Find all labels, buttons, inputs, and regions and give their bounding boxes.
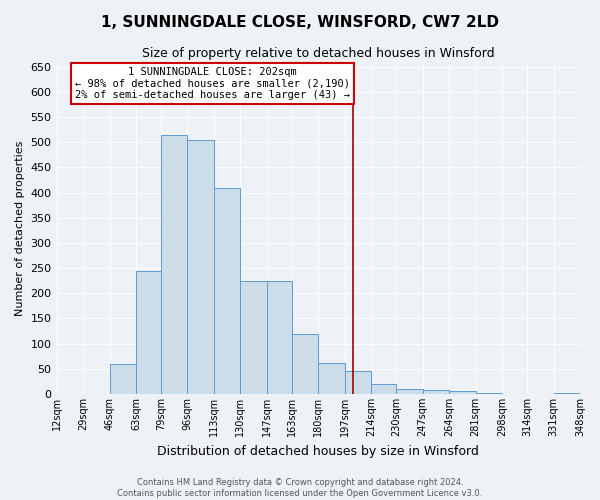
Bar bbox=[554, 393, 580, 394]
Bar bbox=[396, 389, 422, 394]
Bar bbox=[318, 363, 345, 394]
Bar bbox=[476, 392, 502, 394]
Bar bbox=[110, 364, 136, 394]
Bar bbox=[422, 390, 449, 394]
Text: 1, SUNNINGDALE CLOSE, WINSFORD, CW7 2LD: 1, SUNNINGDALE CLOSE, WINSFORD, CW7 2LD bbox=[101, 15, 499, 30]
Y-axis label: Number of detached properties: Number of detached properties bbox=[15, 140, 25, 316]
Bar bbox=[214, 188, 241, 394]
Text: Contains HM Land Registry data © Crown copyright and database right 2024.
Contai: Contains HM Land Registry data © Crown c… bbox=[118, 478, 482, 498]
Bar bbox=[267, 280, 292, 394]
Bar bbox=[371, 384, 396, 394]
Bar bbox=[161, 134, 187, 394]
X-axis label: Distribution of detached houses by size in Winsford: Distribution of detached houses by size … bbox=[157, 444, 479, 458]
Text: 1 SUNNINGDALE CLOSE: 202sqm
← 98% of detached houses are smaller (2,190)
2% of s: 1 SUNNINGDALE CLOSE: 202sqm ← 98% of det… bbox=[75, 66, 350, 100]
Bar bbox=[136, 270, 161, 394]
Bar bbox=[187, 140, 214, 394]
Bar bbox=[449, 392, 476, 394]
Bar bbox=[345, 372, 371, 394]
Bar bbox=[292, 334, 318, 394]
Bar bbox=[241, 280, 267, 394]
Title: Size of property relative to detached houses in Winsford: Size of property relative to detached ho… bbox=[142, 48, 494, 60]
